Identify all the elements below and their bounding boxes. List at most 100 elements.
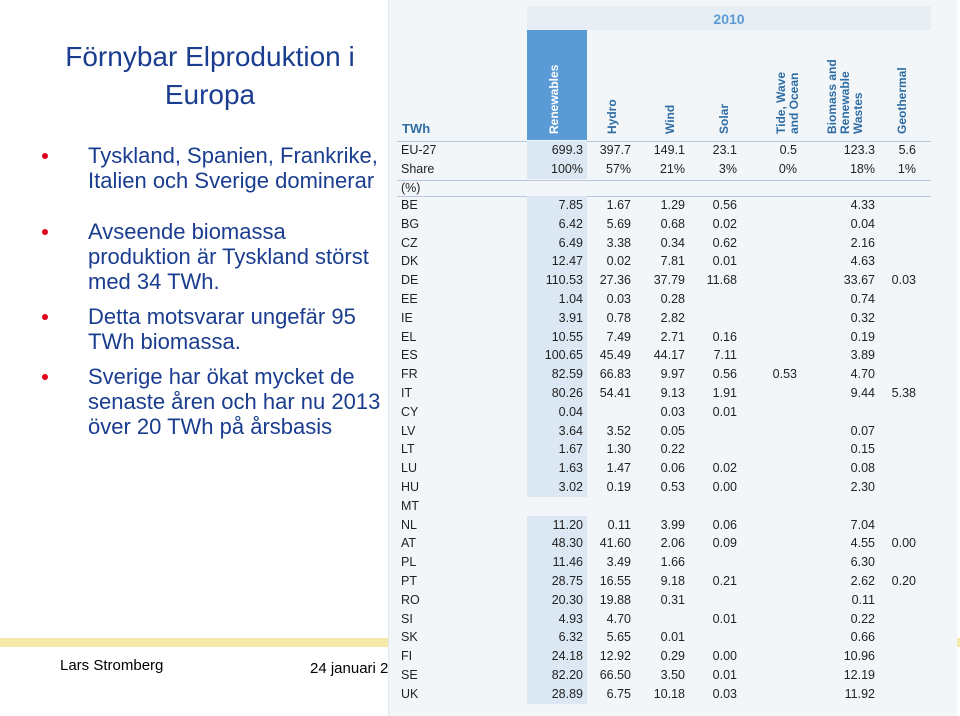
table-cell: 0.01 xyxy=(712,404,737,419)
table-row: IT 80.26 54.41 9.13 1.91 9.44 5.38 xyxy=(397,384,931,403)
bullet-item: Sverige har ökat mycket de senaste åren … xyxy=(40,364,390,439)
table-cell: 1.47 xyxy=(606,461,631,476)
table-cell: 20.30 xyxy=(527,590,587,610)
country-code: UK xyxy=(401,686,419,701)
table-cell: 82.20 xyxy=(527,666,587,685)
footer-date: 24 januari 2 xyxy=(310,660,389,677)
table-cell: 0.07 xyxy=(850,423,875,438)
table-cell: 33.67 xyxy=(843,273,875,288)
column-header: Wind xyxy=(663,104,677,134)
table-cell: 0.66 xyxy=(850,630,875,645)
table-cell: 110.53 xyxy=(527,271,587,291)
table-cell: 11.46 xyxy=(527,553,587,573)
table-cell: 66.83 xyxy=(599,367,631,382)
table-cell: 5.6 xyxy=(898,143,916,157)
table-cell: 10.55 xyxy=(527,327,587,347)
table-row: RO 20.30 19.88 0.31 0.11 xyxy=(397,590,931,610)
table-cell: 4.93 xyxy=(527,609,587,629)
table-year: 2010 xyxy=(527,6,931,30)
table-cell: 0.01 xyxy=(712,611,737,626)
table-cell: 100% xyxy=(527,160,587,179)
table-cell: 1.91 xyxy=(712,386,737,400)
bullet-list: Tyskland, Spanien, Frankrike, Italien oc… xyxy=(40,143,390,439)
table-unit: TWh xyxy=(402,121,431,136)
table-cell: 397.7 xyxy=(599,143,631,157)
table-row: FR 82.59 66.83 9.97 0.56 0.53 4.70 xyxy=(397,365,931,385)
table-cell: 16.55 xyxy=(599,574,631,588)
table-cell: 3.52 xyxy=(606,423,631,438)
table-cell: 7.81 xyxy=(660,254,685,269)
column-header: Renewables xyxy=(547,64,561,134)
table-cell: 24.18 xyxy=(527,647,587,667)
table-cell: 0.03 xyxy=(712,686,737,701)
table-cell: 11.20 xyxy=(527,515,587,535)
table-cell: 4.33 xyxy=(850,198,875,212)
table-cell: 3.91 xyxy=(527,308,587,328)
table-divider xyxy=(397,180,931,181)
table-cell: 0.00 xyxy=(891,536,916,551)
table-cell: 3.02 xyxy=(527,478,587,497)
table-cell: 3.38 xyxy=(606,235,631,250)
table-row: LV 3.64 3.52 0.05 0.07 xyxy=(397,421,931,441)
table-cell: 5.69 xyxy=(606,216,631,231)
table-row: SK 6.32 5.65 0.01 0.66 xyxy=(397,628,931,648)
country-code: BG xyxy=(401,216,420,231)
table-cell: 0.53 xyxy=(660,480,685,494)
country-code: HU xyxy=(401,480,420,494)
table-row: CZ 6.49 3.38 0.34 0.62 2.16 xyxy=(397,233,931,253)
table-cell: 12.47 xyxy=(527,252,587,272)
table-cell: 3.99 xyxy=(660,517,685,532)
table-cell: 10.18 xyxy=(653,686,685,701)
table-cell: 699.3 xyxy=(527,141,587,160)
table-cell: 0.31 xyxy=(660,592,685,607)
footer-author: Lars Stromberg xyxy=(60,657,164,674)
table-cell: 0.00 xyxy=(712,649,737,664)
table-cell: 0.68 xyxy=(660,216,685,231)
country-code: AT xyxy=(401,536,417,551)
table-divider xyxy=(397,141,931,142)
table-cell: 100.65 xyxy=(527,346,587,366)
column-header: Biomass and Renewable Wastes xyxy=(825,59,865,134)
country-code: MT xyxy=(401,498,420,513)
bullet-item: Avseende biomassa produktion är Tyskland… xyxy=(40,219,390,294)
table-cell: 5.38 xyxy=(891,386,916,400)
table-cell: 2.30 xyxy=(850,480,875,494)
table-cell: 0.16 xyxy=(712,329,737,344)
table-cell: 41.60 xyxy=(599,536,631,551)
table-cell: 6.49 xyxy=(527,233,587,253)
table-cell: 21% xyxy=(659,162,685,176)
table-row: EE 1.04 0.03 0.28 0.74 xyxy=(397,290,931,309)
table-cell: 0.19 xyxy=(850,329,875,344)
country-code: ES xyxy=(401,348,418,363)
table-row: EU-27 699.3 397.7 149.1 23.1 0.5 123.3 5.6 xyxy=(397,141,931,160)
column-header: Hydro xyxy=(605,99,619,134)
table-cell: 0.03 xyxy=(891,273,916,288)
table-cell: 2.06 xyxy=(660,536,685,551)
table-cell: 9.44 xyxy=(850,386,875,400)
table-cell: 0.22 xyxy=(660,442,685,457)
country-code: DK xyxy=(401,254,419,269)
country-code: SK xyxy=(401,630,418,645)
table-cell: 0.06 xyxy=(660,461,685,476)
country-code: DE xyxy=(401,273,419,288)
column-header: Tide, Wave and Ocean xyxy=(774,71,801,134)
table-cell: 0.03 xyxy=(606,292,631,306)
table-cell: 149.1 xyxy=(653,143,685,157)
country-code: IT xyxy=(401,386,413,400)
table-cell: 9.97 xyxy=(660,367,685,382)
table-cell: 0.04 xyxy=(527,402,587,422)
table-cell: 0.11 xyxy=(851,592,875,607)
table-cell: 0.01 xyxy=(712,668,737,682)
table-cell: 0.19 xyxy=(606,480,631,494)
table-row: SE 82.20 66.50 3.50 0.01 12.19 xyxy=(397,666,931,685)
table-cell: 0.78 xyxy=(606,310,631,325)
renewables-header-cell xyxy=(527,30,587,140)
table-cell: 1.67 xyxy=(606,198,631,212)
table-cell: 0.21 xyxy=(712,574,737,588)
table-cell: 1.30 xyxy=(606,442,631,457)
table-row: DE 110.53 27.36 37.79 11.68 33.67 0.03 xyxy=(397,271,931,291)
table-cell: 0.08 xyxy=(850,461,875,476)
table-cell: 0.03 xyxy=(660,404,685,419)
table-cell: 0.32 xyxy=(850,310,875,325)
table-cell: 82.59 xyxy=(527,365,587,385)
